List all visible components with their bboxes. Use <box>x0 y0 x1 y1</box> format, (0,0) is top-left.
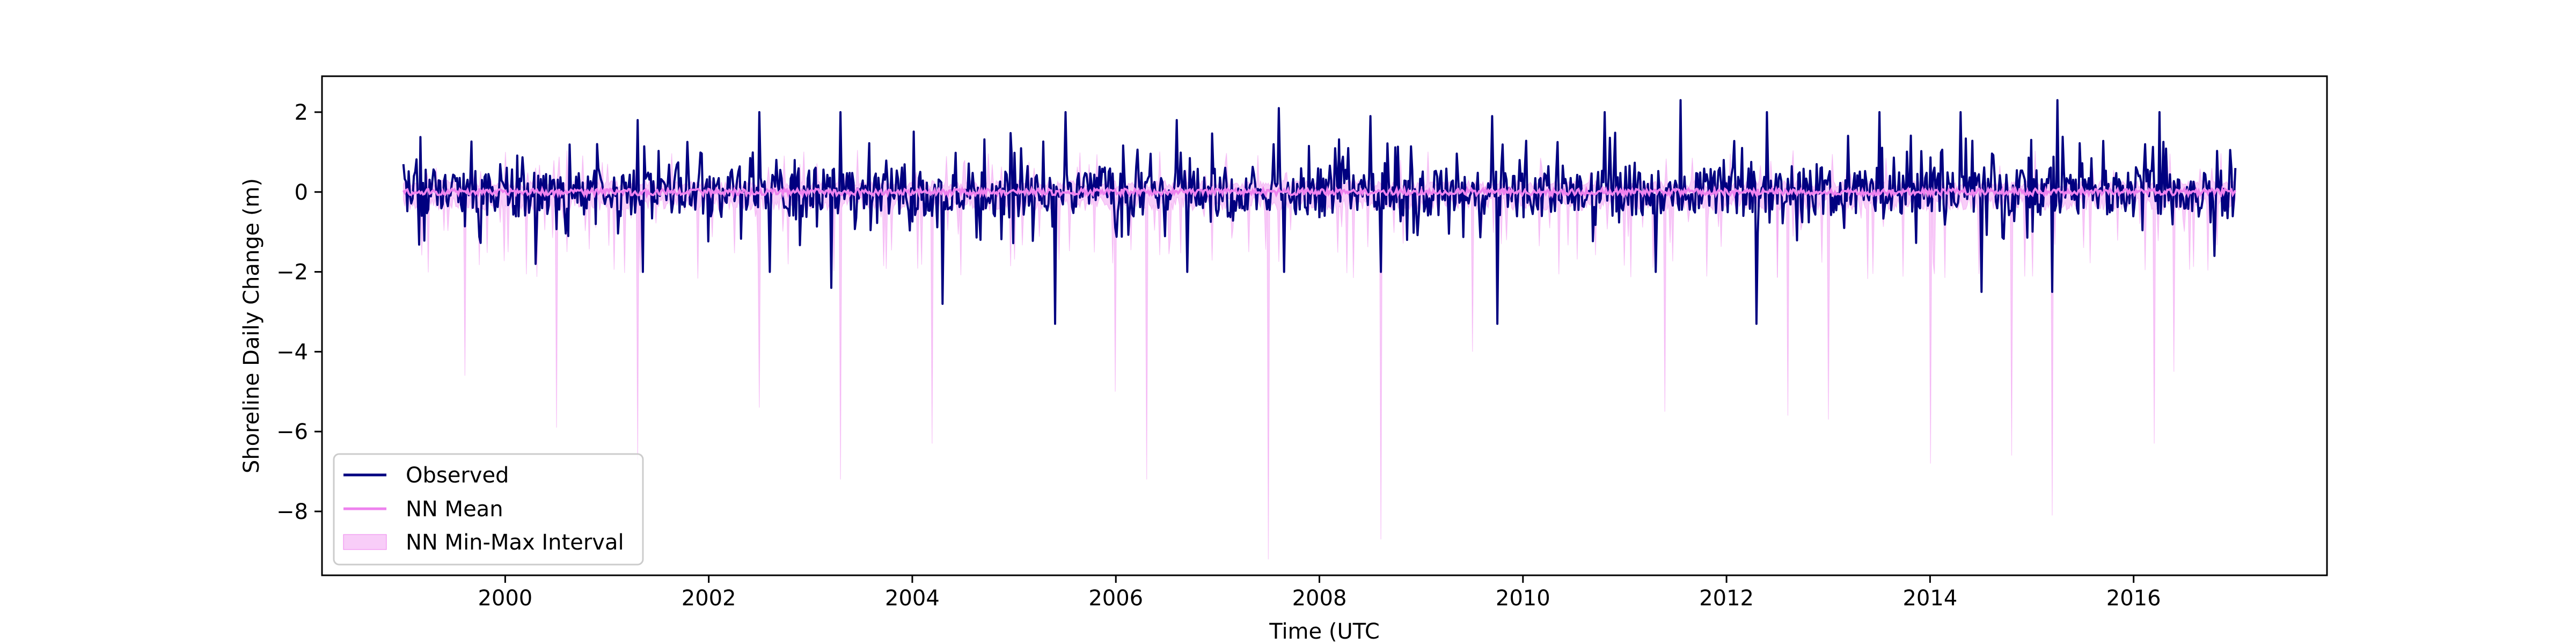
legend: Observed NN Mean NN Min-Max Interval <box>333 453 644 566</box>
y-tick-label: 0 <box>295 180 308 205</box>
x-tick-label: 2016 <box>2106 586 2161 611</box>
observed-line-segment <box>860 107 1321 325</box>
observed-line-segment <box>1776 99 2237 293</box>
x-tick-label: 2010 <box>1496 586 1550 611</box>
x-tick-label: 2012 <box>1699 586 1754 611</box>
x-tick-label: 2008 <box>1292 586 1347 611</box>
legend-label-observed: Observed <box>406 463 509 488</box>
x-tick-label: 2014 <box>1902 586 1957 611</box>
y-tick-label: −4 <box>276 340 308 364</box>
x-axis: 2000 2002 2004 2006 2008 2010 2012 2014 2016 <box>478 575 2161 611</box>
nn-mean-line-segment <box>1318 185 1779 199</box>
observed-line-segment <box>402 111 862 289</box>
nn-mean-line-segment <box>402 185 862 199</box>
nn-min-max-band-segment <box>1319 151 1778 540</box>
nn-mean-series-group <box>402 185 2237 199</box>
nn-min-max-band-segment <box>861 151 1320 560</box>
nn-mean-line-segment <box>861 185 1321 199</box>
observed-series-group <box>402 99 2237 325</box>
plot-area-frame <box>321 75 2328 576</box>
x-tick-label: 2002 <box>682 586 736 611</box>
x-axis-label: Time (UTC <box>1269 619 1380 644</box>
y-axis: 2 0 −2 −4 −6 −8 <box>276 100 322 524</box>
nn-min-max-band-segment <box>1777 150 2236 516</box>
legend-box <box>333 453 644 566</box>
y-axis-label: Shoreline Daily Change (m) <box>239 178 264 473</box>
legend-label-nn-interval: NN Min-Max Interval <box>406 530 624 555</box>
y-tick-label: −6 <box>276 420 308 444</box>
nn-mean-line-segment <box>1776 185 2237 199</box>
y-tick-label: −8 <box>276 500 308 524</box>
legend-swatch-nn-interval <box>343 534 387 550</box>
legend-label-nn-mean: NN Mean <box>406 497 503 522</box>
x-tick-label: 2006 <box>1088 586 1143 611</box>
x-tick-label: 2000 <box>478 586 532 611</box>
y-tick-label: −2 <box>276 260 308 285</box>
y-tick-label: 2 <box>295 100 308 125</box>
x-tick-label: 2004 <box>885 586 940 611</box>
